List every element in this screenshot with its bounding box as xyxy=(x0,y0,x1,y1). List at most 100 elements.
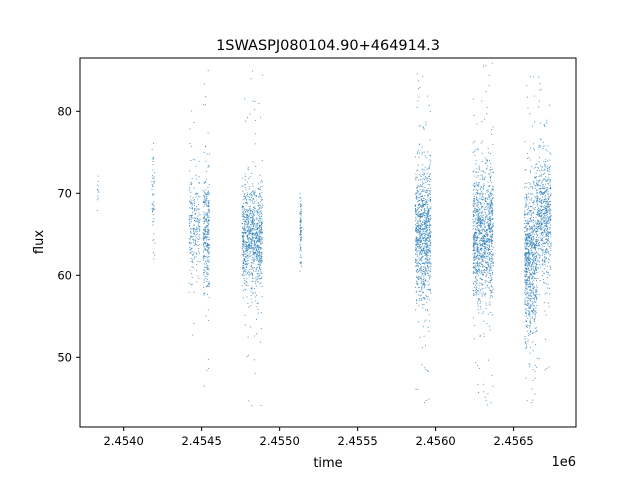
data-point xyxy=(477,214,479,216)
data-point xyxy=(203,239,205,241)
data-point xyxy=(203,257,205,259)
data-point xyxy=(422,195,424,197)
data-point xyxy=(481,100,483,102)
data-point xyxy=(478,224,480,226)
data-point xyxy=(419,225,421,227)
data-point xyxy=(529,233,531,235)
data-point xyxy=(531,225,533,227)
data-point xyxy=(244,214,246,216)
data-point xyxy=(476,242,478,244)
data-point xyxy=(545,223,547,225)
data-point xyxy=(207,205,209,207)
data-point xyxy=(531,285,533,287)
data-point xyxy=(538,106,540,108)
data-point xyxy=(547,239,549,241)
data-point xyxy=(487,224,489,226)
data-point xyxy=(427,151,429,153)
data-point xyxy=(547,237,549,239)
data-point xyxy=(487,148,489,150)
data-point xyxy=(252,292,254,294)
data-point xyxy=(255,196,257,198)
data-point xyxy=(546,226,547,228)
data-point xyxy=(257,252,259,254)
data-point xyxy=(529,232,531,234)
data-point xyxy=(251,200,253,202)
data-point xyxy=(474,262,476,264)
data-point xyxy=(486,191,488,193)
data-point xyxy=(475,232,477,234)
data-point xyxy=(478,252,480,254)
data-point xyxy=(474,243,476,245)
data-point xyxy=(248,222,250,224)
data-point xyxy=(481,271,483,273)
data-point xyxy=(527,236,529,238)
data-point xyxy=(260,230,262,232)
data-point xyxy=(247,233,249,235)
data-point xyxy=(249,245,251,247)
data-point xyxy=(474,207,476,209)
data-point xyxy=(475,181,477,183)
data-point xyxy=(299,249,301,251)
data-point xyxy=(248,275,250,277)
data-point xyxy=(192,197,194,199)
data-point xyxy=(475,258,477,260)
data-point xyxy=(425,246,427,248)
data-point xyxy=(547,218,549,220)
data-point xyxy=(423,174,425,176)
data-point xyxy=(486,404,488,406)
data-point xyxy=(534,286,536,288)
data-point xyxy=(253,194,255,196)
data-point xyxy=(482,222,484,224)
data-point xyxy=(193,187,195,189)
data-point xyxy=(427,266,429,268)
data-point xyxy=(539,226,541,228)
data-point xyxy=(192,334,194,336)
data-point xyxy=(250,195,252,197)
data-point xyxy=(477,243,479,245)
data-point xyxy=(529,321,531,323)
data-point xyxy=(547,179,549,181)
data-point xyxy=(474,252,476,254)
data-point xyxy=(152,201,154,203)
data-point xyxy=(255,234,257,236)
data-point xyxy=(549,233,551,235)
data-point xyxy=(420,271,422,273)
data-point xyxy=(194,159,196,161)
data-point xyxy=(530,211,532,213)
data-point xyxy=(193,228,195,230)
data-point xyxy=(429,219,431,221)
data-point xyxy=(246,195,248,197)
data-point xyxy=(546,209,548,211)
data-point xyxy=(203,223,205,225)
data-point xyxy=(483,255,485,257)
data-point xyxy=(476,262,478,264)
data-point xyxy=(539,170,541,172)
data-point xyxy=(246,226,248,228)
data-point xyxy=(483,270,485,272)
data-point xyxy=(532,283,534,285)
data-point xyxy=(535,269,537,271)
data-point xyxy=(198,234,200,236)
data-point xyxy=(429,193,431,195)
data-point xyxy=(423,209,425,211)
data-point xyxy=(527,223,529,225)
data-point xyxy=(416,170,418,172)
data-point xyxy=(529,364,531,366)
data-point xyxy=(423,172,425,174)
data-point xyxy=(479,220,481,222)
data-point xyxy=(252,247,254,249)
data-point xyxy=(423,282,425,284)
data-point xyxy=(245,245,247,247)
data-point xyxy=(533,242,535,244)
data-point xyxy=(300,210,302,212)
data-point xyxy=(542,222,544,224)
data-point xyxy=(548,228,550,230)
data-point xyxy=(474,154,476,156)
data-point xyxy=(485,244,487,246)
data-point xyxy=(525,269,527,271)
data-point xyxy=(257,312,259,314)
data-point xyxy=(198,226,200,228)
data-point xyxy=(424,286,426,288)
data-point xyxy=(256,234,258,236)
data-point xyxy=(427,274,429,276)
